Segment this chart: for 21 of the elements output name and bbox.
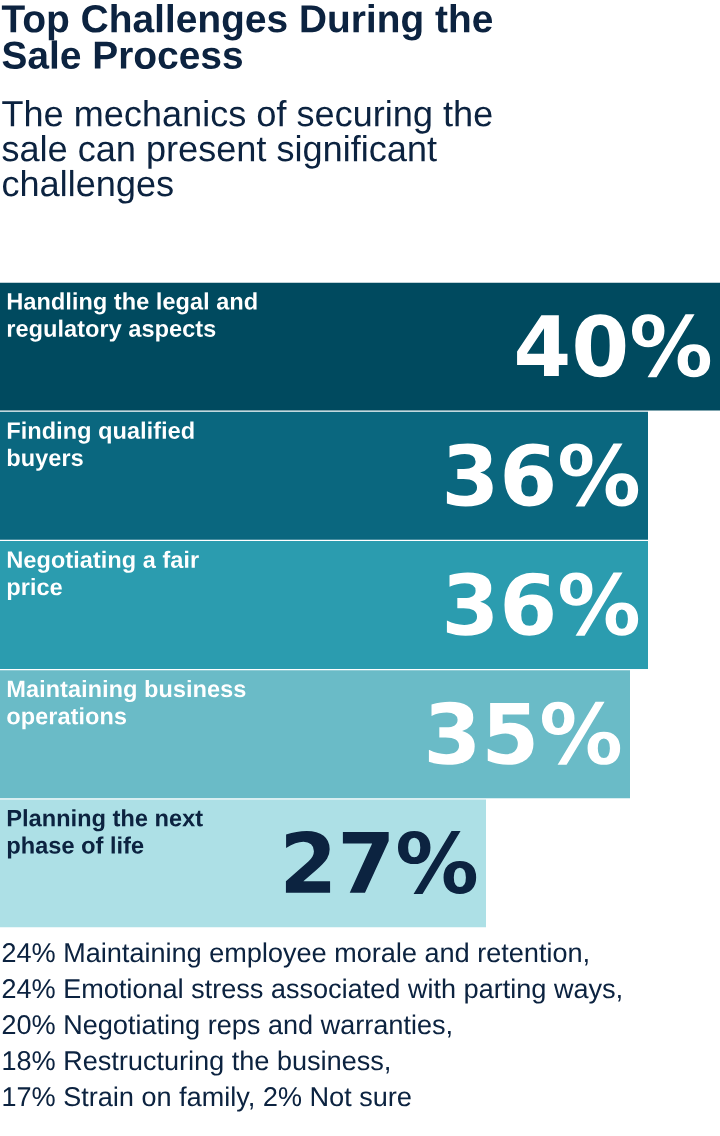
bar [0,282,720,411]
text: 24% Emotional stress associated with parting ways, [2,978,621,1004]
data-label: 36% [446,572,639,636]
y-tick-label: Handling the legal and regulatory aspects [7,292,257,342]
data-label: 40% [517,314,711,378]
text: 24% Maintaining employee morale and retention, [2,942,588,968]
y-tick-label: Maintaining business operations [7,679,246,730]
data-label: 36% [446,443,639,507]
data-label: 27% [285,831,477,895]
bar [0,541,648,669]
y-tick-label: Planning the next phase of life [7,809,203,859]
y-tick-label: Finding qualified buyers [7,421,194,471]
bar [0,411,648,540]
chart-title: Top Challenges During the Sale Process [1,4,493,69]
chart-subtitle: The mechanics of securing the sale can present significant challenges [2,100,492,204]
bar [0,670,630,799]
data-label: 35% [428,701,621,765]
text: 17% Strain on family, 2% Not sure [3,1086,411,1112]
text: 20% Negotiating reps and warranties, [2,1014,451,1040]
y-tick-label: Negotiating a fair price [7,550,199,600]
text: 18% Restructuring the business, [3,1050,389,1076]
